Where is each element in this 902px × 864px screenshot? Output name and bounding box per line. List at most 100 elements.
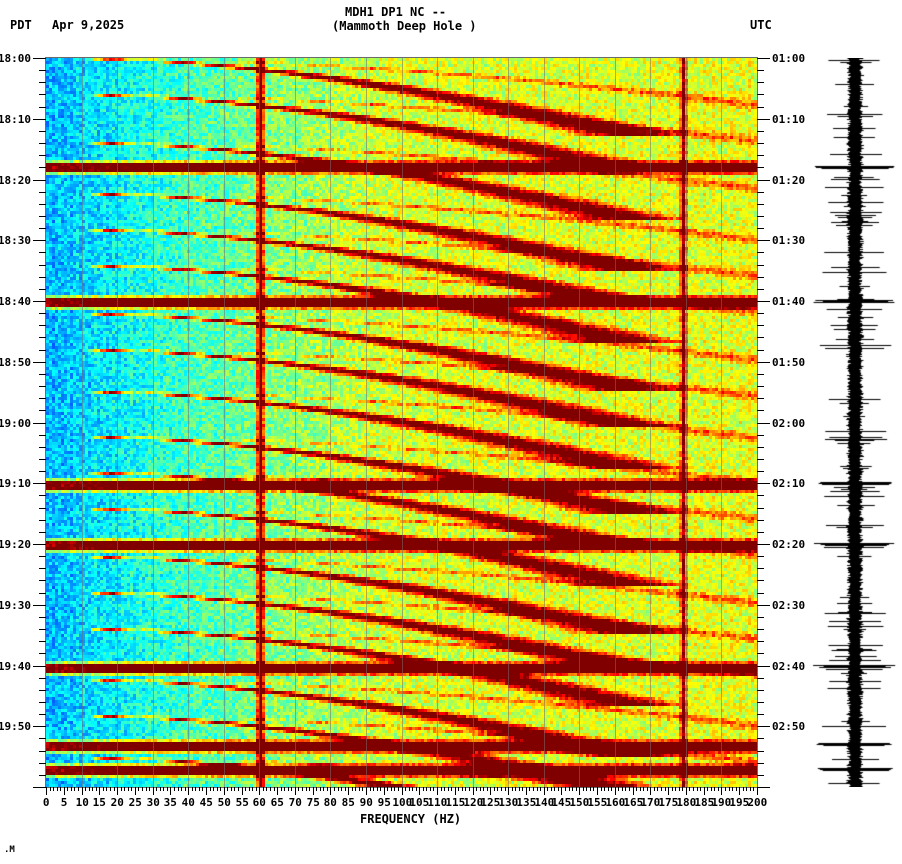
freq-tick-minor: [718, 787, 719, 791]
freq-tick-major: [135, 787, 136, 795]
freq-tick-minor: [743, 787, 744, 791]
freq-tick-minor: [355, 787, 356, 791]
freq-tick-label: 130: [498, 796, 519, 809]
freq-tick-label: 160: [605, 796, 626, 809]
freq-tick-label: 45: [199, 796, 213, 809]
time-tick-major: [33, 301, 46, 302]
time-tick-label-utc: 02:00: [772, 417, 806, 430]
spectrogram-canvas: [46, 58, 757, 787]
freq-tick-minor: [387, 787, 388, 791]
time-tick-minor: [39, 107, 46, 108]
freq-tick-label: 55: [235, 796, 249, 809]
time-tick-minor: [757, 265, 764, 266]
freq-tick-minor: [142, 787, 143, 791]
freq-tick-minor: [661, 787, 662, 791]
time-tick-major: [33, 544, 46, 545]
time-tick-major: [33, 180, 46, 181]
freq-tick-major: [633, 787, 634, 795]
time-tick-major: [33, 726, 46, 727]
time-tick-label-pdt: 19:30: [0, 599, 31, 612]
freq-tick-minor: [593, 787, 594, 791]
time-tick-label-utc: 01:30: [772, 234, 806, 247]
freq-tick-minor: [590, 787, 591, 791]
frequency-axis-title: FREQUENCY (HZ): [360, 812, 462, 826]
freq-tick-minor: [512, 787, 513, 791]
freq-tick-minor: [92, 787, 93, 791]
freq-tick-minor: [163, 787, 164, 791]
freq-tick-minor: [195, 787, 196, 791]
freq-tick-major: [330, 787, 331, 795]
time-tick-minor: [757, 155, 764, 156]
freq-tick-minor: [604, 787, 605, 791]
time-tick-minor: [39, 82, 46, 83]
freq-tick-label: 180: [676, 796, 697, 809]
time-tick-minor: [39, 70, 46, 71]
freq-tick-minor: [576, 787, 577, 791]
freq-tick-label: 60: [252, 796, 266, 809]
freq-tick-label: 85: [341, 796, 355, 809]
freq-tick-label: 20: [110, 796, 124, 809]
time-tick-minor: [39, 192, 46, 193]
freq-tick-minor: [174, 787, 175, 791]
freq-tick-minor: [231, 787, 232, 791]
time-tick-minor: [39, 702, 46, 703]
freq-tick-minor: [547, 787, 548, 791]
freq-tick-minor: [448, 787, 449, 791]
time-tick-minor: [39, 398, 46, 399]
freq-tick-minor: [234, 787, 235, 791]
freq-tick-minor: [732, 787, 733, 791]
time-tick-minor: [757, 410, 764, 411]
freq-tick-major: [686, 787, 687, 795]
freq-tick-minor: [601, 787, 602, 791]
time-tick-minor: [757, 702, 764, 703]
freq-tick-minor: [551, 787, 552, 791]
freq-tick-minor: [714, 787, 715, 791]
time-tick-major: [757, 180, 770, 181]
time-tick-minor: [757, 714, 764, 715]
freq-tick-label: 30: [146, 796, 160, 809]
time-tick-label-pdt: 18:50: [0, 356, 31, 369]
freq-tick-minor: [487, 787, 488, 791]
time-tick-minor: [757, 386, 764, 387]
freq-tick-label: 135: [516, 796, 537, 809]
freq-tick-minor: [249, 787, 250, 791]
time-tick-minor: [39, 216, 46, 217]
time-tick-label-pdt: 18:10: [0, 113, 31, 126]
freq-tick-minor: [515, 787, 516, 791]
freq-tick-label: 200: [747, 796, 768, 809]
time-tick-minor: [39, 738, 46, 739]
freq-tick-minor: [647, 787, 648, 791]
time-tick-minor: [39, 337, 46, 338]
freq-tick-label: 75: [306, 796, 320, 809]
time-tick-label-pdt: 19:40: [0, 660, 31, 673]
time-tick-minor: [39, 653, 46, 654]
time-tick-minor: [39, 374, 46, 375]
freq-tick-major: [206, 787, 207, 795]
freq-tick-minor: [352, 787, 353, 791]
freq-tick-major: [295, 787, 296, 795]
time-tick-minor: [757, 690, 764, 691]
freq-tick-minor: [270, 787, 271, 791]
corner-mark: .M: [4, 845, 15, 855]
time-tick-major: [33, 362, 46, 363]
time-tick-major: [33, 58, 46, 59]
freq-tick-label: 150: [569, 796, 590, 809]
freq-tick-minor: [679, 787, 680, 791]
freq-tick-minor: [689, 787, 690, 791]
freq-tick-minor: [505, 787, 506, 791]
freq-tick-minor: [750, 787, 751, 791]
freq-tick-minor: [245, 787, 246, 791]
freq-tick-minor: [124, 787, 125, 791]
freq-tick-minor: [430, 787, 431, 791]
time-tick-label-pdt: 18:20: [0, 174, 31, 187]
freq-tick-major: [419, 787, 420, 795]
time-tick-label-utc: 01:00: [772, 52, 806, 65]
freq-tick-major: [455, 787, 456, 795]
freq-tick-minor: [202, 787, 203, 791]
freq-tick-major: [117, 787, 118, 795]
freq-tick-minor: [412, 787, 413, 791]
seismogram-trace-canvas: [812, 58, 898, 787]
freq-tick-minor: [263, 787, 264, 791]
spectrogram-panel[interactable]: [46, 58, 757, 787]
freq-tick-minor: [533, 787, 534, 791]
